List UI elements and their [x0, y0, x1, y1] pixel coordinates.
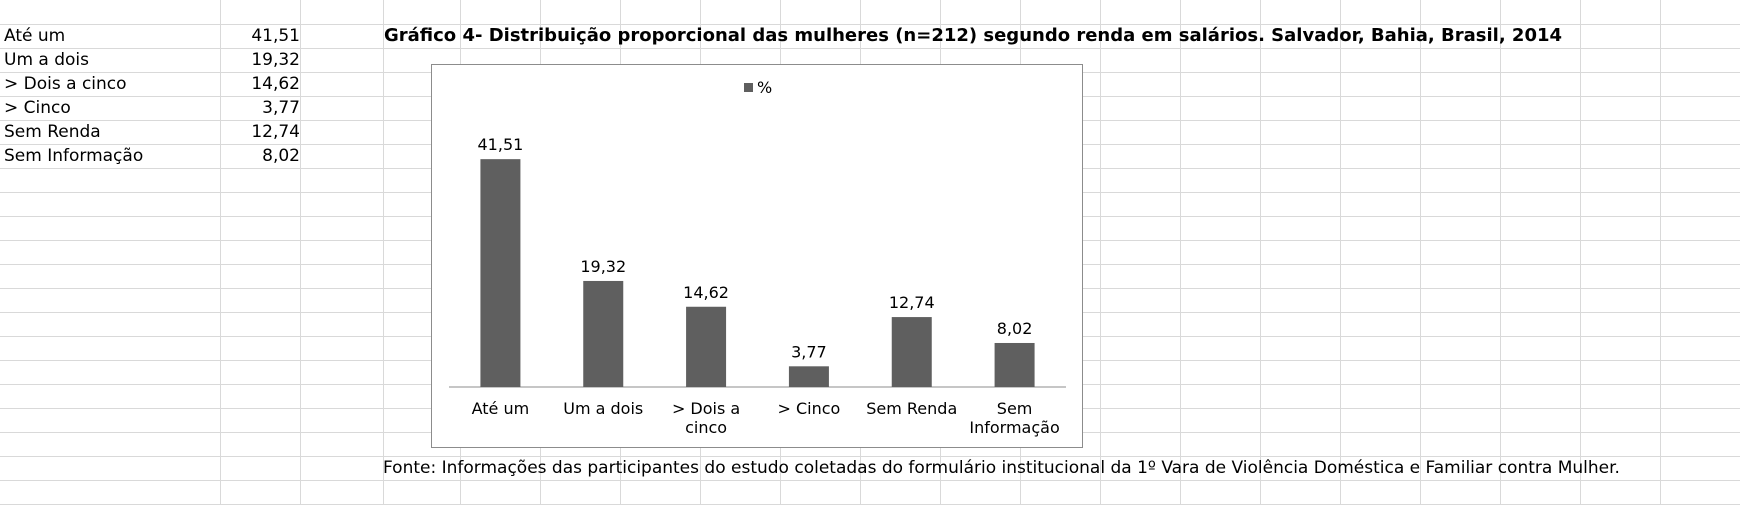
- category-tick-label: Sem Renda: [866, 399, 957, 418]
- bars: 41,51 Até um 19,32 Um a dois 14,62 > Dois aci…: [472, 135, 1060, 437]
- cell-value[interactable]: 14,62: [251, 74, 300, 94]
- category-tick-label: Um a dois: [563, 399, 643, 418]
- cell-label[interactable]: > Dois a cinco: [4, 74, 127, 94]
- data-label: 41,51: [478, 135, 524, 154]
- legend: %: [744, 78, 772, 97]
- legend-label: %: [757, 78, 772, 97]
- bar-chart: % 41,51 Até um 19,32 Um a dois 14,62 > Dois a…: [449, 78, 1066, 437]
- chart-title: Gráfico 4- Distribuição proporcional das…: [384, 25, 1563, 46]
- cell-value[interactable]: 3,77: [262, 98, 300, 118]
- legend-swatch: [744, 83, 753, 92]
- category-tick-label: > Dois a: [672, 399, 740, 418]
- source-note: Fonte: Informações das participantes do …: [383, 458, 1620, 478]
- cell-value[interactable]: 41,51: [251, 26, 300, 46]
- category-tick-label: Informação: [969, 418, 1059, 437]
- data-label: 14,62: [683, 283, 729, 302]
- bar[interactable]: [583, 280, 624, 387]
- cell-value[interactable]: 12,74: [251, 122, 300, 142]
- category-tick-label: Sem: [997, 399, 1033, 418]
- data-label: 19,32: [580, 257, 626, 276]
- cell-label[interactable]: Sem Informação: [4, 146, 144, 166]
- bar[interactable]: [686, 306, 727, 387]
- cell-label[interactable]: Um a dois: [4, 50, 89, 70]
- data-label: 8,02: [997, 319, 1033, 338]
- cell-label[interactable]: Sem Renda: [4, 122, 101, 142]
- bar[interactable]: [891, 317, 932, 387]
- data-label: 12,74: [889, 293, 935, 312]
- chart-area[interactable]: % 41,51 Até um 19,32 Um a dois 14,62 > Dois a…: [431, 64, 1083, 448]
- category-tick-label: Até um: [472, 399, 530, 418]
- data-label: 3,77: [791, 342, 827, 361]
- cell-value[interactable]: 8,02: [262, 146, 300, 166]
- cell-label[interactable]: Até um: [4, 26, 66, 46]
- cell-value[interactable]: 19,32: [251, 50, 300, 70]
- bar[interactable]: [480, 159, 521, 387]
- category-tick-label: > Cinco: [777, 399, 840, 418]
- bar[interactable]: [788, 366, 829, 387]
- category-tick-label: cinco: [685, 418, 727, 437]
- bar[interactable]: [994, 342, 1035, 387]
- cell-label[interactable]: > Cinco: [4, 98, 71, 118]
